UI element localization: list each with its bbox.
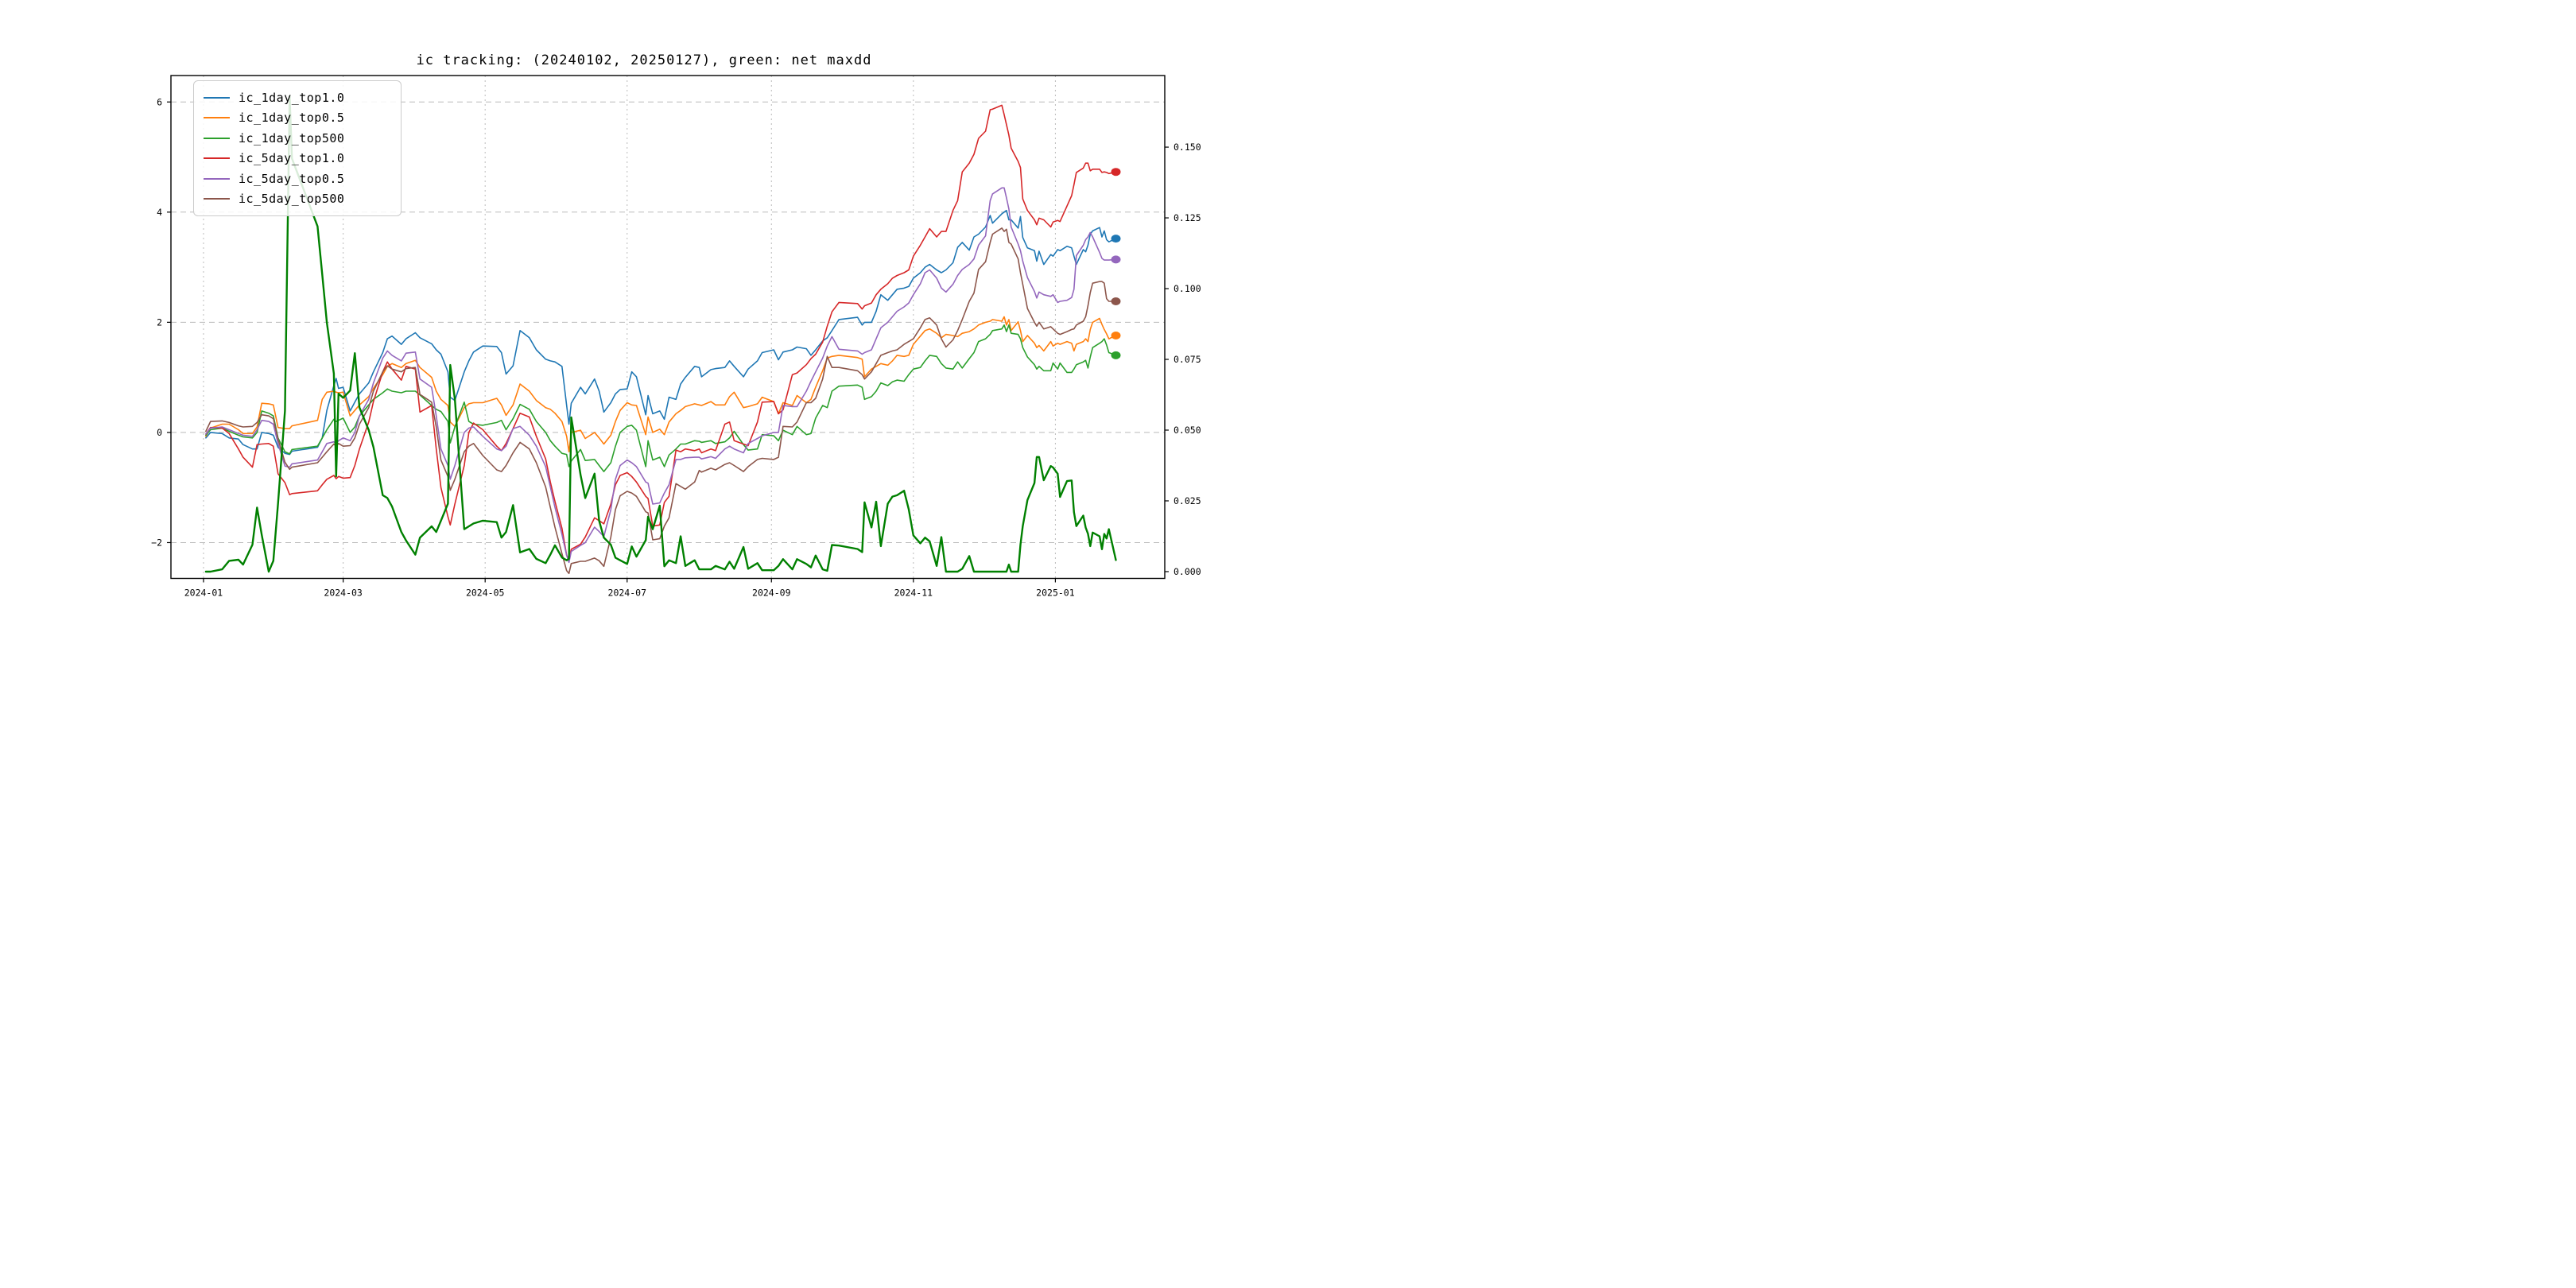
legend-label: ic_1day_top1.0 bbox=[239, 90, 345, 105]
legend-swatch-ic_1day_top500 bbox=[204, 137, 230, 139]
x-tick-label: 2024-01 bbox=[184, 588, 223, 599]
legend-label: ic_5day_top1.0 bbox=[239, 151, 345, 166]
chart-title: ic tracking: (20240102, 20250127), green… bbox=[416, 52, 872, 68]
end-dot-ic_1day_top1.0 bbox=[1111, 235, 1121, 243]
x-tick-label: 2024-09 bbox=[752, 588, 791, 599]
legend-swatch-ic_5day_top500 bbox=[204, 198, 230, 200]
y-left-tick-label: 0 bbox=[157, 427, 162, 438]
legend-item-ic_1day_top0.5: ic_1day_top0.5 bbox=[204, 108, 393, 129]
x-tick-label: 2024-05 bbox=[466, 588, 504, 599]
y-left-tick-label: 6 bbox=[157, 96, 162, 107]
legend-swatch-ic_1day_top0.5 bbox=[204, 117, 230, 119]
y-right-tick-label: 0.150 bbox=[1174, 142, 1201, 153]
y-right-tick-label: 0.075 bbox=[1174, 354, 1201, 365]
end-dot-ic_5day_top0.5 bbox=[1111, 255, 1121, 264]
y-right-tick-label: 0.125 bbox=[1174, 212, 1201, 223]
legend-swatch-ic_5day_top1.0 bbox=[204, 157, 230, 160]
legend-item-ic_5day_top500: ic_5day_top500 bbox=[204, 189, 393, 210]
series-line-ic_1day_top1.0 bbox=[205, 209, 1117, 456]
series-line-ic_5day_top0.5 bbox=[205, 187, 1117, 564]
plot-canvas: 2024-01 2024-03 2024-05 2024-07 2024-09 2024-… bbox=[151, 75, 1201, 599]
legend-item-ic_1day_top500: ic_1day_top500 bbox=[204, 128, 393, 149]
end-dot-ic_5day_top1.0 bbox=[1111, 168, 1121, 177]
end-dot-ic_1day_top500 bbox=[1111, 351, 1121, 359]
y-right-tick-label: 0.050 bbox=[1174, 425, 1201, 436]
y-left-tick-label: 4 bbox=[157, 207, 162, 218]
x-tick-label: 2024-07 bbox=[608, 588, 647, 599]
legend-item-ic_5day_top0.5: ic_5day_top0.5 bbox=[204, 169, 393, 189]
legend-swatch-ic_1day_top1.0 bbox=[204, 96, 230, 99]
legend: ic_1day_top1.0 ic_1day_top0.5 ic_1day_top5… bbox=[193, 80, 402, 216]
chart-figure: ic tracking: (20240102, 20250127), green… bbox=[0, 0, 1288, 644]
legend-label: ic_1day_top500 bbox=[239, 130, 345, 145]
x-tick-label: 2025-01 bbox=[1036, 588, 1075, 599]
y-left-tick-label: 2 bbox=[157, 316, 162, 328]
y-right-tick-label: 0.025 bbox=[1174, 495, 1201, 506]
y-left-tick-label: −2 bbox=[151, 537, 162, 548]
x-tick-label: 2024-03 bbox=[324, 588, 363, 599]
legend-item-ic_5day_top1.0: ic_5day_top1.0 bbox=[204, 149, 393, 169]
legend-item-ic_1day_top1.0: ic_1day_top1.0 bbox=[204, 87, 393, 108]
legend-label: ic_5day_top0.5 bbox=[239, 171, 345, 186]
axis-ticks-and-labels: 2024-01 2024-03 2024-05 2024-07 2024-09 2024-… bbox=[151, 96, 1201, 598]
end-dot-ic_5day_top500 bbox=[1111, 297, 1121, 305]
legend-swatch-ic_5day_top0.5 bbox=[204, 177, 230, 180]
legend-label: ic_1day_top0.5 bbox=[239, 111, 345, 126]
y-right-tick-label: 0.000 bbox=[1174, 566, 1201, 577]
y-right-tick-label: 0.100 bbox=[1174, 283, 1201, 294]
legend-label: ic_5day_top500 bbox=[239, 192, 345, 207]
series-line-net_maxdd bbox=[204, 95, 1117, 573]
series-lines bbox=[204, 95, 1121, 575]
plot-border bbox=[170, 75, 1166, 580]
end-dot-ic_1day_top0.5 bbox=[1111, 332, 1121, 339]
series-line-ic_1day_top500 bbox=[205, 324, 1117, 472]
series-line-ic_5day_top500 bbox=[205, 227, 1117, 575]
series-line-ic_1day_top0.5 bbox=[205, 316, 1117, 452]
series-line-ic_5day_top1.0 bbox=[205, 104, 1117, 561]
x-tick-label: 2024-11 bbox=[894, 588, 933, 599]
